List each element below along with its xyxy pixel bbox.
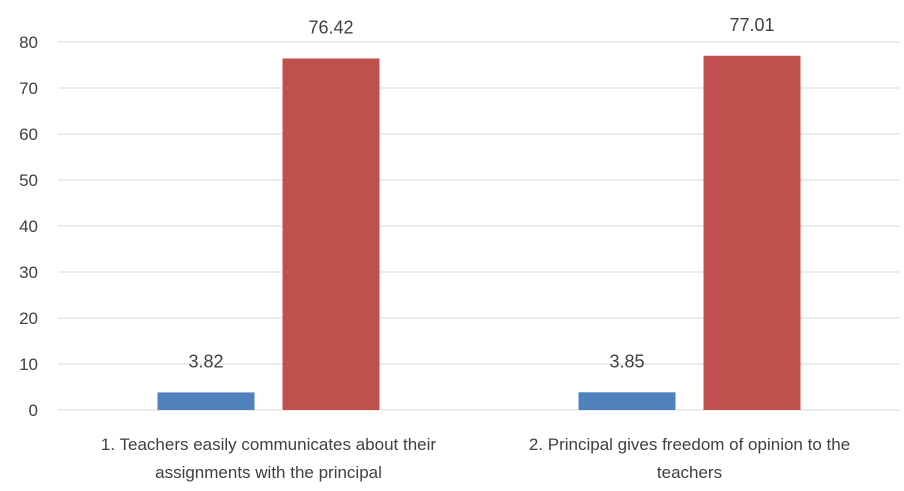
category-label-2: 2. Principal gives freedom of opinion to… — [529, 435, 850, 482]
y-tick-label: 20 — [19, 309, 38, 328]
y-tick-label: 40 — [19, 217, 38, 236]
bars — [157, 55, 801, 411]
y-tick-label: 60 — [19, 125, 38, 144]
y-axis-tick-labels: 0 10 20 30 40 50 60 70 80 — [19, 33, 38, 420]
y-tick-label: 50 — [19, 171, 38, 190]
bar-series2-cat1 — [282, 58, 380, 411]
data-label-series2-cat2: 77.01 — [729, 15, 774, 35]
data-labels: 3.82 76.42 3.85 77.01 — [188, 15, 774, 372]
bar-series1-cat1 — [157, 392, 255, 410]
data-label-series1-cat1: 3.82 — [188, 351, 223, 371]
category-label-1: 1. Teachers easily communicates about th… — [101, 435, 436, 482]
data-label-series1-cat2: 3.85 — [609, 351, 644, 371]
category-labels: 1. Teachers easily communicates about th… — [101, 435, 850, 482]
bar-series1-cat2 — [578, 392, 676, 410]
y-tick-label: 30 — [19, 263, 38, 282]
y-tick-label: 0 — [29, 401, 38, 420]
grid-lines — [58, 41, 900, 411]
y-tick-label: 70 — [19, 79, 38, 98]
y-tick-label: 10 — [19, 355, 38, 374]
y-tick-label: 80 — [19, 33, 38, 52]
bar-series2-cat2 — [703, 55, 801, 411]
data-label-series2-cat1: 76.42 — [308, 17, 353, 37]
